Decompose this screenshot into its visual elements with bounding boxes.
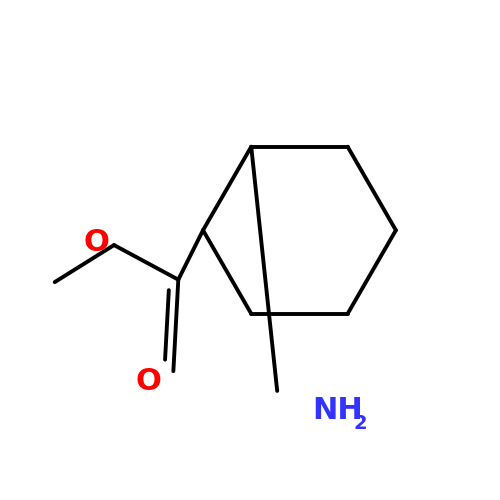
Text: O: O bbox=[136, 366, 162, 396]
Text: NH: NH bbox=[312, 396, 362, 425]
Text: O: O bbox=[84, 228, 110, 257]
Text: 2: 2 bbox=[354, 414, 368, 432]
